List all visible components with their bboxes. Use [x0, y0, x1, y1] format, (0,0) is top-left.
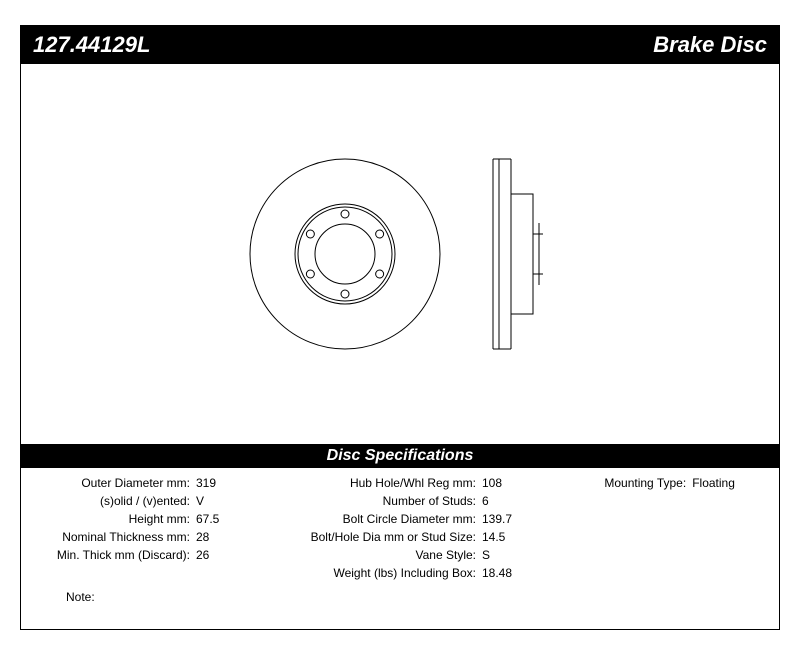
spec-label: Bolt/Hole Dia mm or Stud Size: [277, 530, 482, 544]
spec-header-label: Disc Specifications [327, 447, 474, 465]
spec-row: Height mm:67.5 [31, 510, 277, 528]
spec-label: Mounting Type: [572, 476, 692, 490]
spec-value: 319 [196, 476, 216, 490]
disc-front-view [245, 154, 445, 354]
spec-row: Mounting Type:Floating [572, 474, 769, 492]
spec-row: Bolt/Hole Dia mm or Stud Size:14.5 [277, 528, 572, 546]
spec-value: 14.5 [482, 530, 505, 544]
spec-row: Vane Style:S [277, 546, 572, 564]
spec-row: Hub Hole/Whl Reg mm:108 [277, 474, 572, 492]
spec-row: Nominal Thickness mm:28 [31, 528, 277, 546]
spec-header-bar: Disc Specifications [21, 444, 779, 468]
spec-value: V [196, 494, 204, 508]
spec-column-1: Outer Diameter mm:319(s)olid / (v)ented:… [31, 474, 277, 582]
spec-label: Number of Studs: [277, 494, 482, 508]
spec-label: Hub Hole/Whl Reg mm: [277, 476, 482, 490]
spec-label: Height mm: [31, 512, 196, 526]
header-bar: 127.44129L Brake Disc [21, 26, 779, 64]
spec-row: (s)olid / (v)ented:V [31, 492, 277, 510]
spec-column-3: Mounting Type:Floating [572, 474, 769, 582]
spec-label: Min. Thick mm (Discard): [31, 548, 196, 562]
diagram-area [21, 64, 779, 444]
spec-value: 67.5 [196, 512, 219, 526]
spec-value: Floating [692, 476, 735, 490]
spec-value: 108 [482, 476, 502, 490]
spec-row: Outer Diameter mm:319 [31, 474, 277, 492]
spec-label: Nominal Thickness mm: [31, 530, 196, 544]
spec-row: Bolt Circle Diameter mm:139.7 [277, 510, 572, 528]
spec-value: 26 [196, 548, 209, 562]
disc-side-view [485, 154, 555, 354]
spec-row: Number of Studs:6 [277, 492, 572, 510]
spec-value: 18.48 [482, 566, 512, 580]
spec-value: 6 [482, 494, 489, 508]
spec-row: Min. Thick mm (Discard):26 [31, 546, 277, 564]
spec-value: 28 [196, 530, 209, 544]
spec-column-2: Hub Hole/Whl Reg mm:108Number of Studs:6… [277, 474, 572, 582]
spec-body: Outer Diameter mm:319(s)olid / (v)ented:… [21, 468, 779, 586]
note-row: Note: [21, 586, 779, 610]
part-number: 127.44129L [33, 32, 150, 58]
spec-value: S [482, 548, 490, 562]
spec-value: 139.7 [482, 512, 512, 526]
spec-label: Weight (lbs) Including Box: [277, 566, 482, 580]
spec-label: Outer Diameter mm: [31, 476, 196, 490]
page-title: Brake Disc [653, 32, 767, 58]
spec-label: Bolt Circle Diameter mm: [277, 512, 482, 526]
spec-label: (s)olid / (v)ented: [31, 494, 196, 508]
spec-label: Vane Style: [277, 548, 482, 562]
note-label: Note: [66, 590, 95, 604]
spec-row: Weight (lbs) Including Box:18.48 [277, 564, 572, 582]
spec-sheet-frame: 127.44129L Brake Disc Disc Specification… [20, 25, 780, 630]
